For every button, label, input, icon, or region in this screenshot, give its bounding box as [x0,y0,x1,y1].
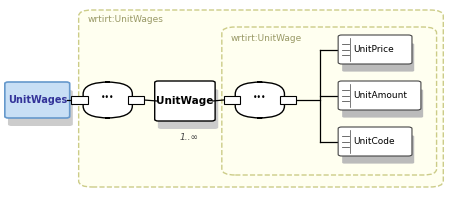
FancyBboxPatch shape [338,127,412,156]
Bar [280,96,296,104]
FancyBboxPatch shape [338,35,412,64]
Bar [128,96,144,104]
FancyBboxPatch shape [8,90,73,126]
Text: UnitCode: UnitCode [353,137,395,146]
Text: •••: ••• [253,94,266,102]
Text: UnitAmount: UnitAmount [353,91,407,100]
FancyBboxPatch shape [342,43,414,72]
Text: wrtirt:UnitWage: wrtirt:UnitWage [231,34,302,43]
FancyBboxPatch shape [235,82,284,118]
FancyBboxPatch shape [155,81,215,121]
FancyBboxPatch shape [5,82,70,118]
FancyBboxPatch shape [342,135,414,164]
FancyBboxPatch shape [83,82,132,118]
Bar [224,96,240,104]
Text: wrtirt:UnitWages: wrtirt:UnitWages [88,15,163,24]
Text: UnitWage: UnitWage [156,96,214,106]
Text: •••: ••• [101,94,114,102]
Text: 1..∞: 1..∞ [180,134,199,142]
FancyBboxPatch shape [222,27,436,175]
FancyBboxPatch shape [338,81,421,110]
FancyBboxPatch shape [342,89,423,118]
FancyBboxPatch shape [79,10,443,187]
Bar [72,96,88,104]
Text: UnitWages: UnitWages [8,95,67,105]
FancyBboxPatch shape [158,89,218,129]
Text: UnitPrice: UnitPrice [353,45,394,54]
